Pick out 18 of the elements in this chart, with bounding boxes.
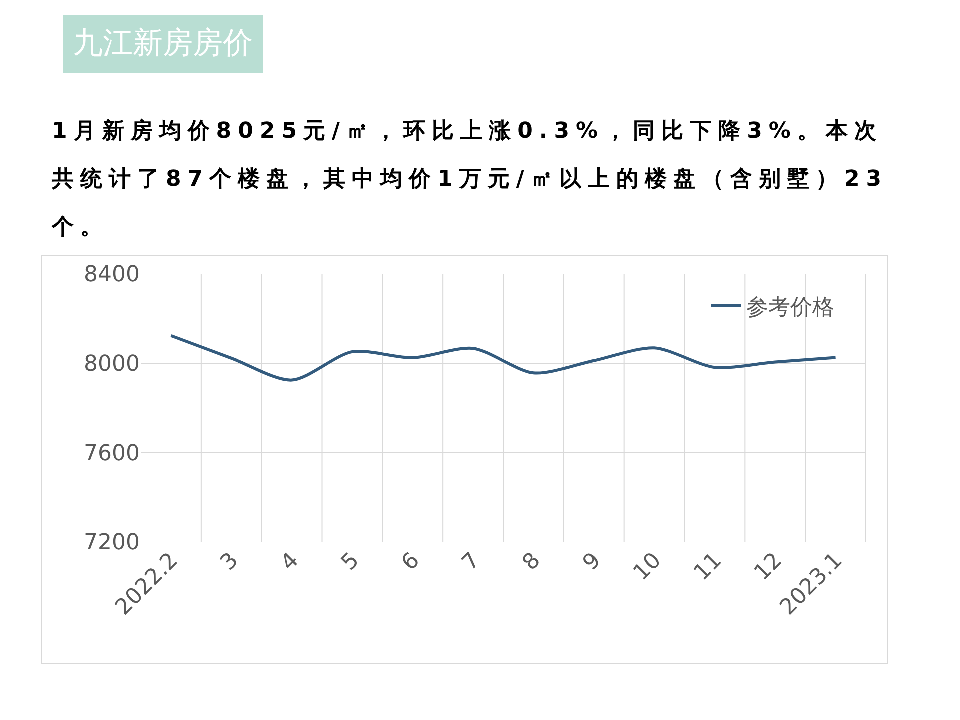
line-series [170, 334, 838, 382]
x-tick-label: 7 [458, 548, 486, 576]
chart-subtitle: 1月新房均价8025元/㎡，环比上涨0.3%，同比下降3%。本次共统计了87个楼盘，其中均价1万元/㎡以上的楼盘（含别墅）23个。 [52, 118, 890, 242]
x-tick-label: 3 [216, 548, 244, 576]
x-tick-label: 5 [336, 548, 364, 576]
y-tick-label: 8400 [84, 262, 140, 288]
x-tick-label: 6 [397, 548, 425, 576]
y-tick-label: 8000 [84, 352, 140, 378]
x-tick-label: 4 [276, 548, 304, 576]
chart-title: 九江新房房价 [63, 15, 263, 73]
x-tick-label: 8 [518, 548, 546, 576]
x-tick-label: 10 [629, 548, 667, 586]
legend-label: 参考价格 [746, 296, 834, 321]
x-tick-label: 9 [578, 548, 606, 576]
x-tick-label: 11 [690, 548, 727, 586]
y-tick-label: 7200 [84, 530, 140, 556]
x-tick-label: 12 [750, 548, 788, 586]
y-tick-label: 7600 [84, 441, 140, 466]
